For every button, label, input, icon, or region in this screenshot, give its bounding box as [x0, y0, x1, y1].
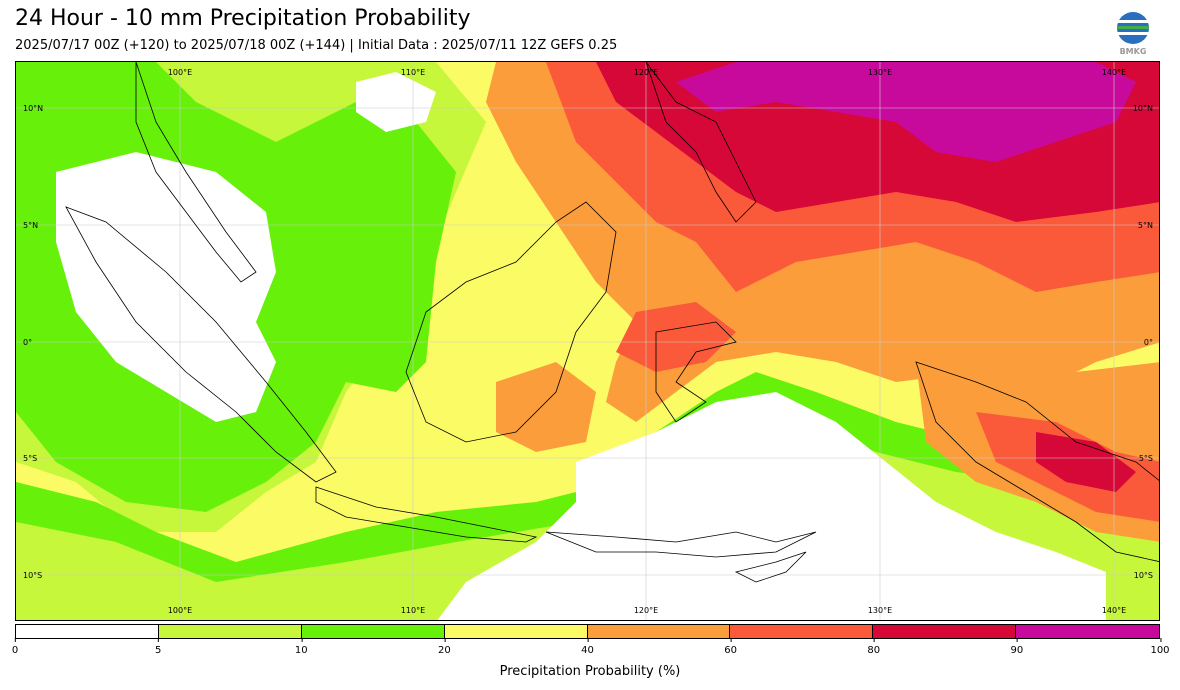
colorbar-ticks: 0 5 10 20 40 60 80 90 100: [12, 638, 1170, 659]
malay-peninsula-coast: [135, 62, 257, 283]
lat-label: 10°S: [1134, 571, 1153, 580]
lat-label: 5°S: [1139, 454, 1153, 463]
lon-label: 140°E: [1102, 606, 1126, 615]
lon-labels-bottom: 100°E 110°E 120°E 130°E 140°E: [168, 606, 1126, 615]
sulawesi-coast: [655, 321, 737, 423]
lon-label: 100°E: [168, 606, 192, 615]
map-subtitle: 2025/07/17 00Z (+120) to 2025/07/18 00Z …: [15, 38, 618, 53]
lat-label: 10°N: [23, 104, 43, 113]
map-title: 24 Hour - 10 mm Precipitation Probabilit…: [15, 6, 471, 31]
field-0-5-nw: [356, 72, 436, 132]
colorbar-tick: 20: [438, 638, 451, 656]
colorbar-segment: [444, 625, 588, 638]
colorbar-tick: 10: [295, 638, 308, 656]
papua-coast: [915, 361, 1159, 562]
colorbar-tick: 90: [1011, 638, 1023, 656]
lat-label: 0°: [1144, 338, 1153, 347]
colorbar-segment: [730, 625, 874, 638]
lon-label: 140°E: [1102, 68, 1126, 77]
borneo-coast: [405, 201, 617, 443]
field-90-100: [676, 62, 1136, 162]
philippines-coast: [645, 62, 757, 223]
lat-label: 5°N: [1138, 221, 1153, 230]
lat-labels-left: 10°N 5°N 0° 5°S 10°S: [23, 104, 43, 580]
colorbar-tick: 60: [724, 638, 737, 656]
timor-coast: [734, 551, 807, 583]
sumatra-coast: [65, 206, 337, 483]
field-0-5-north: [56, 152, 276, 422]
colorbar-segment: [1016, 625, 1159, 638]
lon-label: 120°E: [634, 606, 658, 615]
lon-label: 110°E: [401, 68, 425, 77]
lon-label: 100°E: [168, 68, 192, 77]
colorbar-tick: 100: [1150, 638, 1170, 656]
colorbar: [15, 624, 1160, 639]
lon-label: 120°E: [634, 68, 658, 77]
lon-label: 130°E: [868, 68, 892, 77]
graticule: [16, 62, 1159, 620]
logo-text: BMKG: [1120, 47, 1147, 56]
coastlines: [65, 62, 1159, 583]
lat-label: 5°N: [23, 221, 38, 230]
colorbar-segment: [301, 625, 445, 638]
lat-label: 10°S: [23, 571, 42, 580]
lat-label: 5°S: [23, 454, 37, 463]
field-40-60-mid: [496, 362, 596, 452]
lon-label: 130°E: [868, 606, 892, 615]
lat-labels-right: 10°N 5°N 0° 5°S 10°S: [1133, 104, 1153, 580]
lat-label: 0°: [23, 338, 32, 347]
field-0-5-sea: [437, 392, 1106, 620]
colorbar-segment: [587, 625, 731, 638]
colorbar-tick: 40: [581, 638, 594, 656]
colorbar-tick: 5: [155, 638, 161, 656]
colorbar-tick: 80: [867, 638, 880, 656]
bmkg-logo: BMKG: [1113, 10, 1153, 56]
colorbar-tick: 0: [12, 638, 18, 656]
java-coast: [315, 486, 538, 543]
colorbar-label: Precipitation Probability (%): [499, 664, 681, 679]
colorbar-segment: [873, 625, 1017, 638]
colorbar-segment: [16, 625, 159, 638]
lon-label: 110°E: [401, 606, 425, 615]
colorbar-segment: [158, 625, 302, 638]
lesser-sunda-coast: [545, 531, 817, 558]
field-80-90-se: [1036, 432, 1136, 492]
lon-labels-top: 100°E 110°E 120°E 130°E 140°E: [168, 68, 1126, 77]
precipitation-map: 100°E 110°E 120°E 130°E 140°E 100°E 110°…: [15, 61, 1160, 621]
lat-label: 10°N: [1133, 104, 1153, 113]
